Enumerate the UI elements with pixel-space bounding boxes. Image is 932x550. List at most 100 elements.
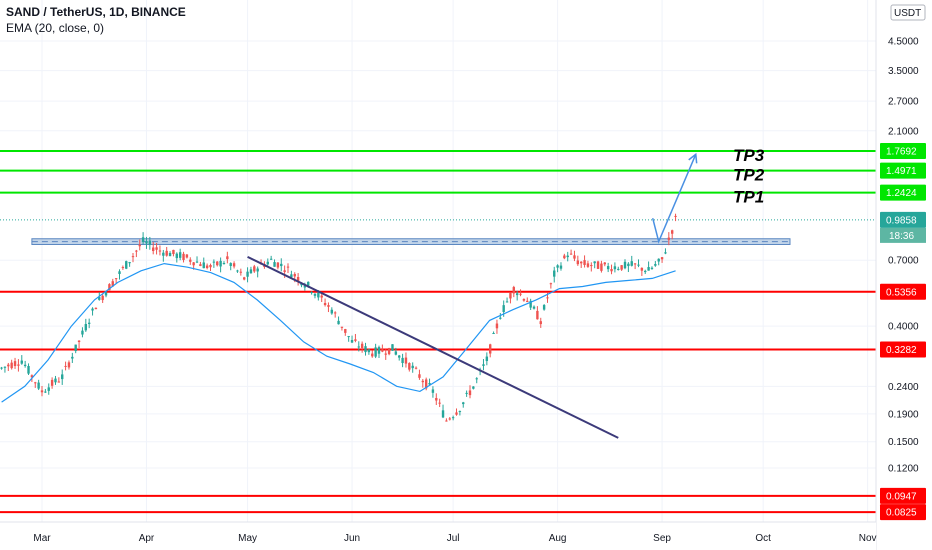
candle-body xyxy=(398,355,401,358)
candle-body xyxy=(532,306,536,309)
candle-body xyxy=(199,264,202,266)
candle-body xyxy=(61,374,64,380)
target-price-tag: 1.7692 xyxy=(886,146,917,157)
candle-body xyxy=(47,387,50,391)
currency-badge: USDT xyxy=(894,8,921,19)
candle-body xyxy=(125,261,128,269)
candle-body xyxy=(202,262,205,269)
candle-body xyxy=(674,215,677,217)
support-price-tag: 0.5356 xyxy=(886,287,917,298)
candle-body xyxy=(256,268,259,272)
countdown-tag: 18:36 xyxy=(889,231,914,242)
candle-body xyxy=(226,256,229,260)
candle-body xyxy=(371,353,374,357)
candle-body xyxy=(145,241,148,244)
price-tick-label: 0.1500 xyxy=(888,437,919,448)
candle-body xyxy=(74,344,77,352)
candle-body xyxy=(327,305,330,307)
candle-body xyxy=(286,266,290,268)
candle-body xyxy=(654,264,657,266)
candle-body xyxy=(445,420,448,422)
candle-body xyxy=(131,256,135,258)
candle-body xyxy=(195,261,199,263)
candle-body xyxy=(155,247,158,250)
tp-label-tp2: TP2 xyxy=(733,166,765,185)
candle-body xyxy=(617,268,620,270)
candle-body xyxy=(337,320,340,325)
candle-body xyxy=(121,267,125,269)
candle-body xyxy=(360,343,364,348)
candle-body xyxy=(647,267,650,271)
candle-body xyxy=(128,262,131,264)
candle-body xyxy=(158,250,162,252)
candle-body xyxy=(428,383,431,385)
candle-body xyxy=(519,293,522,295)
candle-body xyxy=(340,326,344,328)
candle-body xyxy=(482,364,485,366)
candle-body xyxy=(40,390,44,393)
candle-body xyxy=(485,356,489,362)
candle-body xyxy=(559,265,563,269)
candle-body xyxy=(189,259,192,262)
candle-body xyxy=(381,349,384,352)
time-axis[interactable]: Mar Apr May Jun Jul Aug Sep Oct Nov xyxy=(0,521,877,550)
candle-body xyxy=(7,364,10,367)
candle-body xyxy=(54,378,57,383)
support-price-tag: 0.0825 xyxy=(886,508,917,519)
candle-body xyxy=(273,262,276,267)
price-tick-label: 2.1000 xyxy=(888,126,919,137)
candle-body xyxy=(596,261,600,269)
price-tick-label: 4.5000 xyxy=(888,37,919,48)
projection-arrow-line xyxy=(651,154,697,244)
time-tick-label: Oct xyxy=(755,533,771,544)
support-price-tag-bg xyxy=(880,283,926,300)
candle-body xyxy=(10,362,13,369)
candle-body xyxy=(455,412,458,415)
time-tick-label: Mar xyxy=(33,533,51,544)
candle-body xyxy=(280,263,283,267)
candle-body xyxy=(569,253,573,255)
support-price-tag-bg xyxy=(880,487,926,504)
candle-body xyxy=(303,285,307,288)
candle-body xyxy=(20,360,23,364)
candle-body xyxy=(606,266,610,270)
candle-body xyxy=(542,305,546,310)
candle-body xyxy=(283,270,286,272)
candle-body xyxy=(502,305,505,312)
ema-line xyxy=(1,262,676,403)
candle-body xyxy=(81,330,84,335)
candle-body xyxy=(182,253,185,260)
candle-body xyxy=(37,382,40,389)
candle-body xyxy=(583,260,586,265)
candle-body xyxy=(566,255,569,258)
candle-body xyxy=(441,410,445,418)
symbol-title: SAND / TetherUS, 1D, BINANCE xyxy=(6,5,186,19)
time-tick-label: Sep xyxy=(653,533,671,544)
candle-body xyxy=(239,271,243,273)
candle-body xyxy=(67,362,71,368)
candle-body xyxy=(216,261,219,266)
candle-body xyxy=(462,402,465,405)
time-tick-label: Jun xyxy=(344,533,360,544)
candle-body xyxy=(394,351,398,355)
candle-body xyxy=(276,262,280,268)
candle-body xyxy=(50,379,54,386)
candle-body xyxy=(34,382,37,384)
target-price-tag: 1.4971 xyxy=(886,166,917,177)
candle-body xyxy=(148,240,152,245)
tp-label-tp1: TP1 xyxy=(733,188,764,207)
candle-body xyxy=(660,257,664,260)
candle-body xyxy=(468,390,472,396)
candle-body xyxy=(165,250,168,256)
price-axis[interactable]: 4.5000 3.5000 2.7000 2.1000 0.7000 0.4000 0.24… xyxy=(875,0,932,550)
candle-body xyxy=(387,347,391,355)
projection-arrow xyxy=(651,152,698,244)
candle-body xyxy=(475,378,478,380)
candle-body xyxy=(114,278,118,280)
candle-body xyxy=(495,323,499,329)
price-axis-bg xyxy=(876,0,932,550)
candle-body xyxy=(424,379,428,389)
candle-body xyxy=(364,346,367,353)
candle-body xyxy=(640,267,644,271)
